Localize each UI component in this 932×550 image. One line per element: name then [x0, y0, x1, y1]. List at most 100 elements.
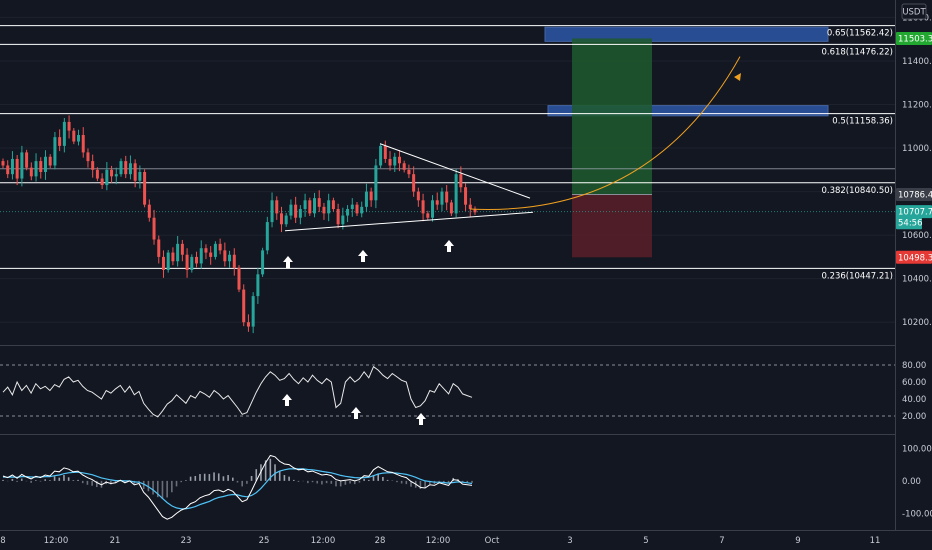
price-tag-label: 54:56 — [898, 219, 923, 229]
time-tick-label: 21 — [110, 536, 121, 546]
fib-levels: 0.65(11562.42) 0.618(11476.22) 0.5(11158.3… — [0, 25, 895, 281]
fib-label: 0.5(11158.36) — [832, 117, 893, 127]
candle-body — [383, 145, 387, 159]
rsi-line — [2, 365, 473, 418]
candle-body — [166, 252, 170, 270]
time-axis[interactable]: 8 12:00 21 23 25 12:00 28 12:00 Oct 3 5 7 9 11 — [0, 530, 932, 547]
candle-body — [105, 169, 109, 186]
price-tag — [896, 188, 932, 202]
candle-body — [435, 200, 439, 205]
rsi-pane[interactable]: 80.00 60.00 40.00 20.00 — [0, 345, 926, 426]
price-tick-label: 11000.00 — [902, 144, 932, 154]
time-tick-label: 11 — [870, 536, 881, 546]
time-tick-label: 7 — [719, 536, 724, 546]
candle-body — [416, 191, 420, 201]
candle-body — [364, 191, 368, 207]
candle-body — [190, 256, 194, 270]
candle-body — [468, 204, 472, 210]
candle-body — [152, 217, 156, 240]
candle-body — [138, 172, 142, 181]
time-tick-label: 12:00 — [311, 536, 336, 546]
candle-body — [393, 156, 397, 166]
candle-body — [454, 174, 458, 214]
candle-body — [449, 202, 453, 214]
up-arrow-icon — [283, 256, 293, 268]
candle-body — [237, 267, 241, 290]
candle-body — [331, 200, 335, 210]
time-tick-label: 9 — [795, 536, 800, 546]
candle-body — [81, 134, 85, 153]
time-tick-label: 8 — [0, 536, 5, 546]
candle-body — [402, 163, 406, 170]
candle-body — [303, 200, 307, 210]
price-tick-label: 11200.00 — [902, 101, 932, 111]
price-axis[interactable]: 11600.0011400.0011200.0011000.0010800.00… — [895, 0, 932, 530]
candle-body — [284, 215, 288, 225]
candle-body — [426, 213, 430, 218]
supply-zone-middle — [547, 105, 829, 117]
price-tag — [896, 31, 932, 45]
main-price-pane[interactable]: 0.65(11562.42) 0.618(11476.22) 0.5(11158.3… — [0, 16, 895, 334]
fib-label: 0.618(11476.22) — [821, 47, 893, 57]
candle-body — [213, 243, 217, 257]
candle-body — [29, 167, 33, 177]
candle-body — [72, 130, 76, 142]
rsi-tick-label: 40.00 — [902, 395, 926, 405]
candle-body — [256, 274, 260, 297]
triangle-lower-line — [284, 211, 534, 232]
candle-body — [431, 200, 435, 218]
candle-body — [67, 121, 71, 131]
candle-body — [204, 248, 208, 253]
candle-body — [440, 191, 444, 205]
candle-body — [308, 200, 312, 214]
triangle-upper-line — [379, 143, 531, 199]
candle-body — [185, 254, 189, 270]
macd-tick-label: 0.00 — [902, 477, 921, 487]
price-tag — [896, 205, 932, 219]
candle-body — [143, 172, 147, 205]
candle-body — [119, 161, 123, 175]
candle-body — [421, 200, 425, 214]
candle-body — [350, 204, 354, 210]
price-tick-label: 10200.00 — [902, 318, 932, 328]
up-arrow-icon — [358, 250, 368, 262]
candle-body — [171, 252, 175, 262]
candle-body — [355, 204, 359, 214]
drawings — [283, 56, 741, 268]
candle-body — [147, 204, 151, 218]
macd-tick-label: -100.00 — [902, 509, 932, 519]
projection-arrowhead — [734, 73, 741, 81]
candle-body — [180, 243, 184, 255]
candle-body — [218, 243, 222, 251]
currency-box[interactable] — [901, 3, 927, 20]
price-tick-label: 10600.00 — [902, 231, 932, 241]
macd-pane[interactable]: 100.00 0.00 -100.00 — [0, 434, 932, 520]
time-tick-label: 12:00 — [44, 536, 69, 546]
candle-body — [275, 200, 279, 214]
candle-body — [473, 209, 477, 213]
time-tick-label: 12:00 — [426, 536, 451, 546]
candle-body — [25, 152, 29, 168]
up-arrow-icon — [416, 413, 426, 425]
candle-body — [232, 254, 236, 268]
candle-body — [242, 289, 246, 323]
macd-line — [2, 454, 473, 520]
candle-body — [157, 239, 161, 257]
candle-body — [53, 137, 57, 166]
candle-body — [369, 191, 373, 201]
candle-body — [6, 165, 10, 175]
price-tag-label: 10498.33 — [898, 253, 932, 263]
candle-body — [15, 158, 19, 179]
candle-body — [128, 163, 132, 175]
candle-body — [289, 204, 293, 216]
candle-body — [91, 161, 95, 170]
candle-body — [346, 209, 350, 216]
price-tick-label: 10400.00 — [902, 275, 932, 285]
rsi-tick-label: 20.00 — [902, 412, 926, 422]
candle-body — [265, 222, 269, 251]
time-tick-label: 25 — [259, 536, 270, 546]
candle-body — [270, 200, 274, 223]
fib-label: 0.65(11562.42) — [827, 29, 893, 39]
candle-body — [48, 156, 52, 166]
